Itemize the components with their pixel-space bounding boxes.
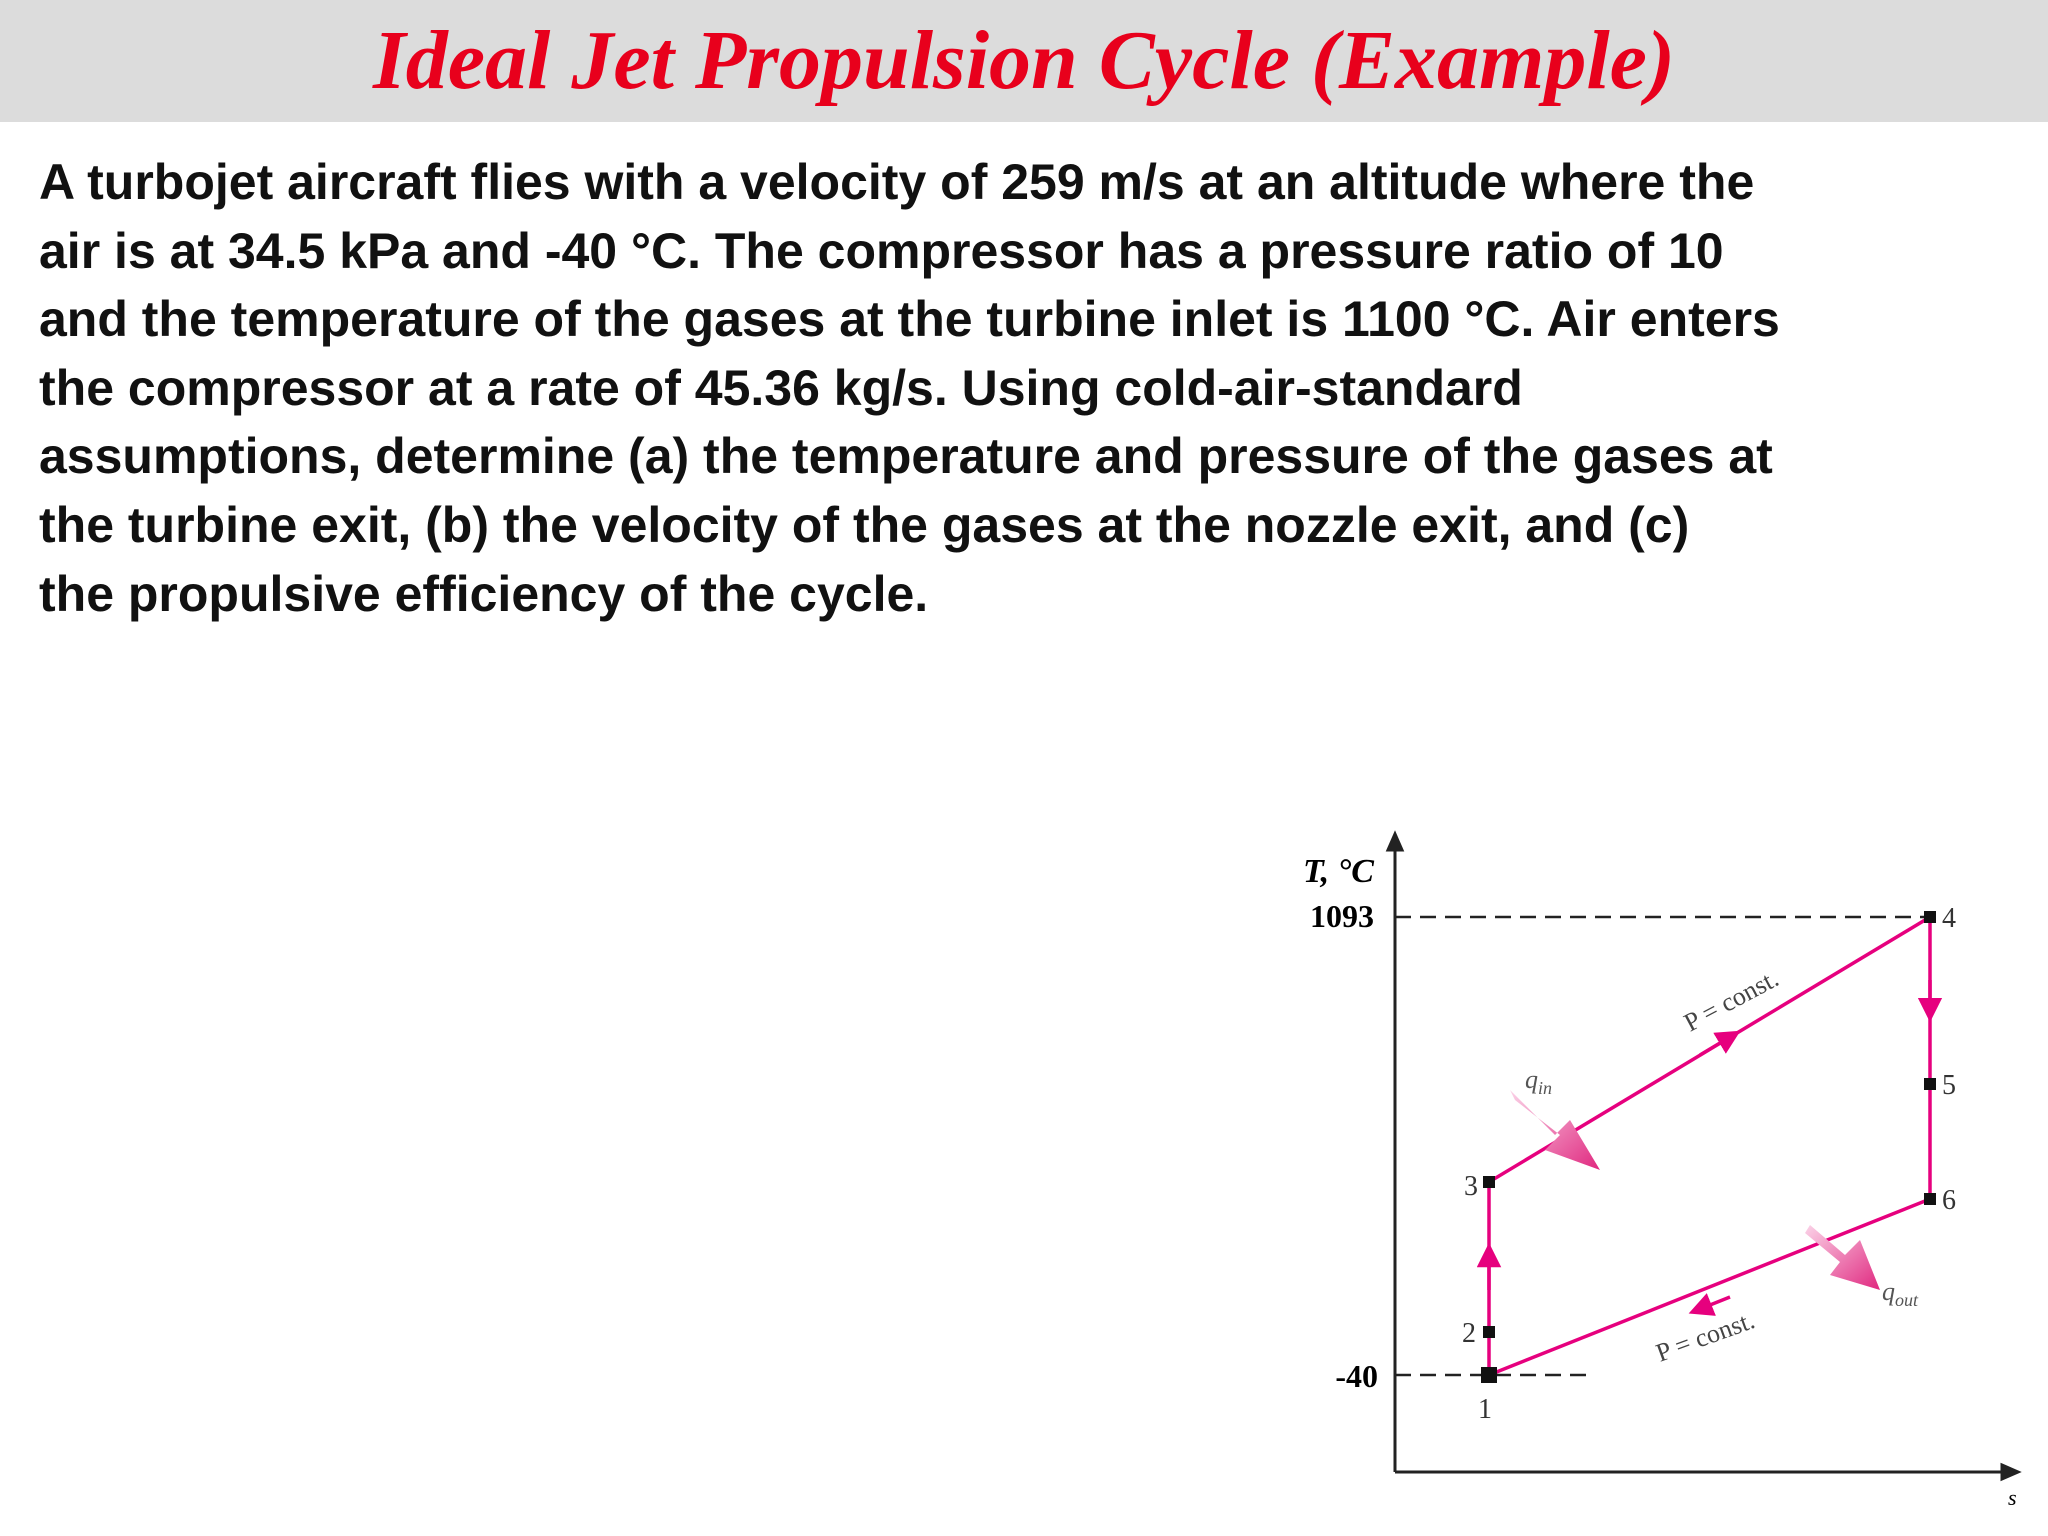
q-symbol: q: [1882, 1277, 1895, 1306]
point-label: 3: [1464, 1171, 1478, 1202]
y-tick-label: -40: [1335, 1358, 1378, 1394]
text-line: the compressor at a rate of 45.36 kg/s. …: [39, 359, 1523, 416]
q-symbol: q: [1525, 1065, 1538, 1094]
state-points: [1481, 911, 1936, 1383]
text-line: air is at 34.5 kPa and -40 °C. The compr…: [39, 222, 1724, 279]
text-line: and the temperature of the gases at the …: [39, 291, 1780, 348]
dashed-lines: [1395, 915, 1930, 1377]
point-label: 6: [1942, 1185, 1956, 1216]
title-bar: [0, 0, 2048, 122]
pressure-label: P = const.: [1652, 1305, 1758, 1367]
cycle-path: [1476, 915, 1943, 1377]
axes: [1385, 830, 2022, 1482]
y-tick-label: 1093: [1310, 898, 1374, 934]
q-subscript: out: [1895, 1290, 1919, 1310]
x-axis-label: s: [2008, 1485, 2017, 1510]
problem-text: A turbojet aircraft flies with a velocit…: [39, 148, 1780, 628]
text-line: the turbine exit, (b) the velocity of th…: [39, 496, 1690, 553]
text-line: A turbojet aircraft flies with a velocit…: [39, 154, 1755, 210]
q-subscript: in: [1538, 1078, 1552, 1098]
text-line: the propulsive efficiency of the cycle.: [39, 565, 929, 622]
heat-in-arrow: [1510, 1090, 1600, 1170]
point-label: 1: [1478, 1394, 1492, 1425]
pressure-label: P = const.: [1679, 964, 1783, 1038]
y-axis-label: T, °C: [1303, 853, 1374, 890]
slide-title: Ideal Jet Propulsion Cycle (Example): [373, 14, 1675, 107]
point-label: 2: [1462, 1318, 1476, 1349]
point-label: 5: [1942, 1070, 1956, 1101]
heat-out-arrow: [1805, 1225, 1880, 1290]
text-line: assumptions, determine (a) the temperatu…: [39, 428, 1773, 485]
q-in-label: qin: [1525, 1065, 1552, 1098]
point-label: 4: [1942, 903, 1956, 934]
q-out-label: qout: [1882, 1277, 1919, 1310]
